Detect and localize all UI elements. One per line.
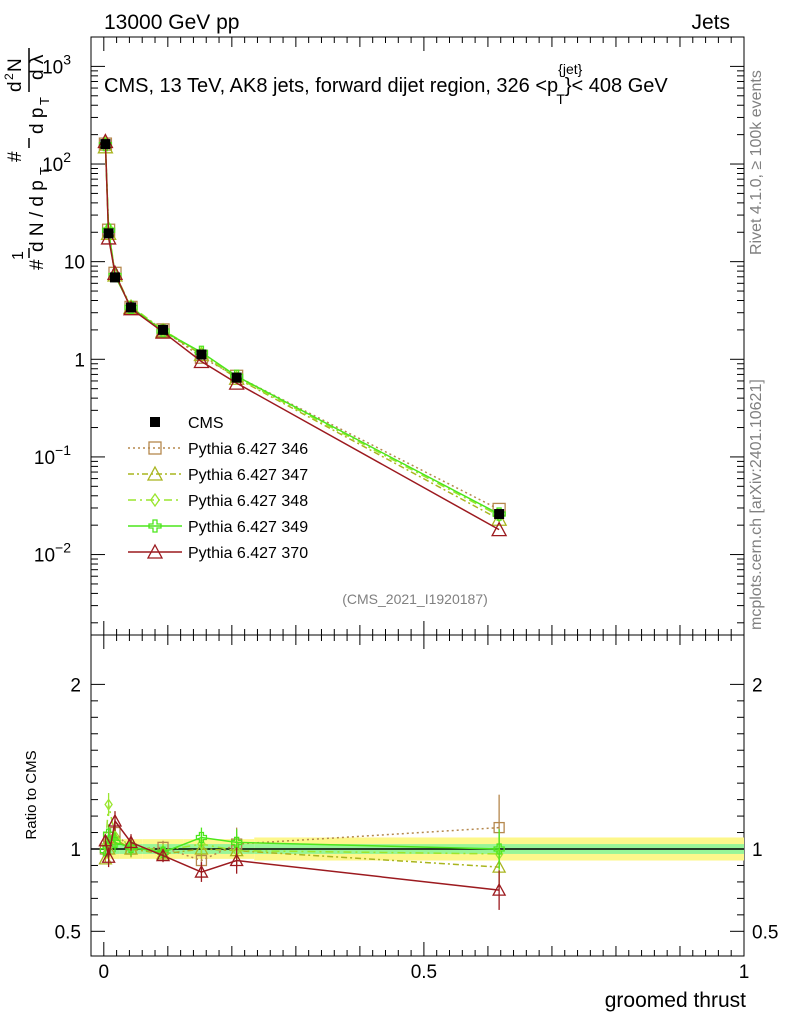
x-tick-label: 1 (739, 962, 750, 983)
svg-text:N: N (5, 58, 26, 72)
svg-text:#: # (5, 151, 26, 162)
legend-marker-p346 (148, 441, 162, 455)
main-y-axis-label: # 1 d N / d p T # d p T d 2 N d λ (2, 48, 52, 270)
legend-marker-cms (150, 417, 160, 427)
ratio-point-p370 (101, 849, 116, 863)
main-y-tick-label: 103 (42, 51, 71, 78)
point-cms (196, 349, 207, 360)
point-p370 (491, 521, 508, 537)
ratio-point-p370 (194, 864, 209, 878)
legend: CMS Pythia 6.427 346 Pythia 6.427 347 Pythi… (128, 415, 308, 562)
svg-text:2: 2 (2, 73, 16, 80)
main-y-tick-label: 102 (42, 149, 71, 176)
ratio-point-p347 (194, 841, 209, 855)
svg-text:d λ: d λ (27, 54, 48, 80)
legend-marker-p347 (146, 465, 164, 481)
analysis-tag: (CMS_2021_I1920187) (342, 591, 488, 607)
svg-text:T: T (37, 167, 52, 175)
point-cms (231, 372, 242, 383)
legend-label-p349: Pythia 6.427 349 (188, 519, 308, 536)
rivet-label: Rivet 4.1.0, ≥ 100k events (748, 70, 765, 255)
x-axis-label: groomed thrust (605, 989, 746, 1012)
main-title: CMS, 13 TeV, AK8 jets, forward dijet reg… (104, 61, 668, 107)
ratio-point-p370 (98, 833, 113, 847)
ratio-plot-frame (90, 634, 745, 957)
ratio-uncertainty-band (91, 837, 744, 861)
ratio-point-p370 (492, 882, 507, 896)
legend-label-p347: Pythia 6.427 347 (188, 467, 308, 484)
header-energy: 13000 GeV pp (104, 11, 239, 34)
main-y-tick-label: 10−2 (34, 540, 71, 567)
ratio-point-p349 (230, 836, 243, 849)
ratio-y-tick-label-right: 0.5 (752, 922, 778, 943)
ratio-point-p349 (493, 843, 505, 855)
ratio-point-p370 (123, 835, 139, 849)
svg-text:1: 1 (10, 251, 27, 260)
x-tick-label: 0 (99, 962, 110, 983)
main-y-tick-label: 1 (74, 350, 85, 371)
ratio-point-p370 (229, 853, 244, 867)
svg-text:CMS, 13 TeV, AK8 jets, forward: CMS, 13 TeV, AK8 jets, forward dijet reg… (104, 61, 668, 107)
point-cms (126, 302, 137, 313)
ratio-y-tick-label: 0.5 (55, 922, 81, 943)
point-p370 (228, 374, 245, 390)
ratio-y-axis-label: Ratio to CMS (23, 750, 40, 839)
svg-text:d p: d p (27, 108, 48, 134)
main-y-tick-label: 10 (64, 253, 85, 274)
x-tick-label: 0.5 (411, 962, 437, 983)
header-jets: Jets (691, 11, 730, 34)
main-y-tick-label: 10−1 (34, 442, 71, 469)
ratio-point-p349 (157, 846, 169, 858)
ratio-series (98, 793, 507, 910)
main-axes: 10−2 10−1 1 10 102 103 (34, 36, 745, 635)
ratio-axes: 0.5 0.51 12 20 0.5 1 (55, 635, 778, 983)
ratio-line-p370 (104, 819, 500, 891)
point-cms (158, 324, 169, 335)
point-p370 (193, 353, 210, 369)
svg-text:#: # (27, 259, 48, 270)
ratio-y-tick-label-right: 1 (752, 840, 763, 861)
ratio-y-tick-label: 1 (70, 840, 81, 861)
point-cms (103, 228, 114, 239)
ratio-point-p370 (107, 813, 123, 827)
legend-label-p346: Pythia 6.427 346 (188, 441, 308, 458)
svg-text:T: T (37, 97, 52, 105)
point-cms (100, 139, 111, 150)
mcplots-label: mcplots.cern.ch [arXiv:2401.10621] (748, 379, 765, 630)
ratio-y-tick-label-right: 2 (752, 675, 763, 696)
ratio-point-p348 (104, 798, 113, 811)
ratio-y-tick-label: 2 (70, 675, 81, 696)
svg-text:d N / d p: d N / d p (27, 180, 48, 252)
legend-marker-p370 (146, 543, 164, 559)
ratio-point-p349 (195, 831, 208, 844)
main-series (97, 133, 508, 537)
ratio-line-p347 (104, 838, 500, 868)
ratio-point-p370 (155, 848, 171, 862)
legend-marker-p349 (148, 519, 162, 533)
legend-marker-p348 (150, 492, 160, 508)
ratio-point-p349 (109, 836, 121, 849)
point-cms (494, 509, 505, 520)
legend-label-p348: Pythia 6.427 348 (188, 493, 308, 510)
ratio-point-p349 (102, 828, 115, 840)
legend-label-cms: CMS (188, 415, 224, 432)
legend-label-p370: Pythia 6.427 370 (188, 545, 308, 562)
svg-text:d: d (5, 81, 26, 92)
point-cms (110, 272, 121, 283)
ratio-line-p348 (104, 804, 500, 855)
ratio-line-p349 (104, 832, 500, 854)
